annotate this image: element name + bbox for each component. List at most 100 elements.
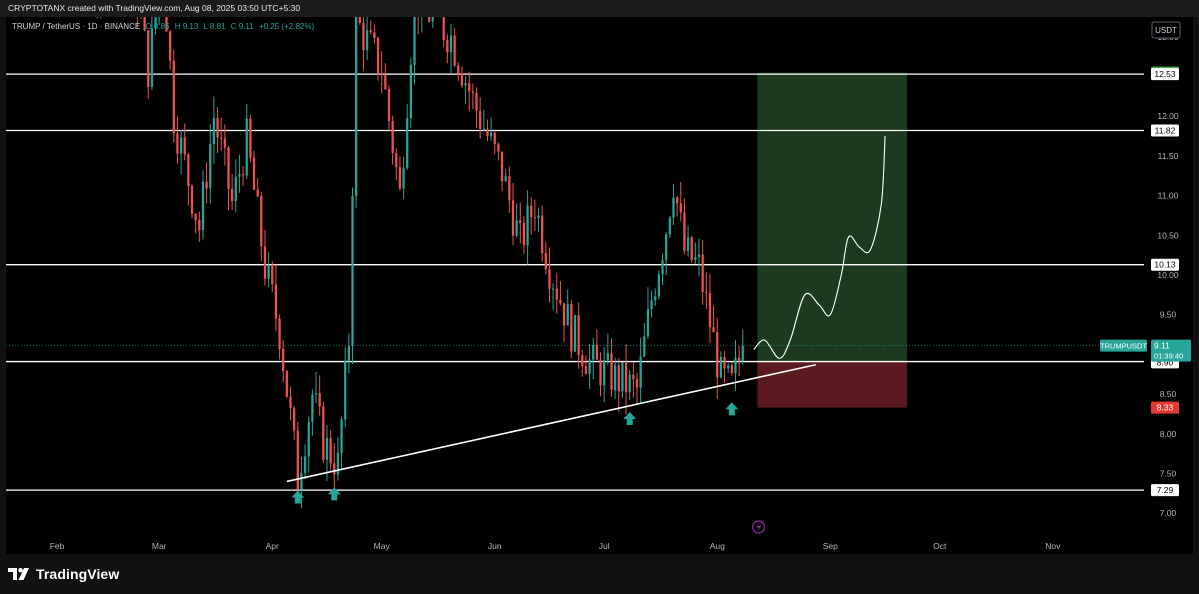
candle[interactable]: [311, 389, 314, 436]
candle[interactable]: [147, 29, 150, 99]
candle[interactable]: [358, 17, 361, 25]
candle[interactable]: [431, 17, 434, 28]
candle[interactable]: [318, 375, 321, 416]
candle[interactable]: [314, 372, 318, 403]
candle[interactable]: [588, 343, 591, 390]
candle[interactable]: [421, 17, 423, 33]
candle[interactable]: [566, 289, 569, 326]
candle[interactable]: [555, 272, 558, 314]
candle[interactable]: [362, 17, 365, 71]
candle[interactable]: [515, 203, 518, 238]
candle[interactable]: [457, 62, 460, 81]
candle[interactable]: [274, 264, 278, 331]
candle[interactable]: [227, 145, 230, 211]
candle[interactable]: [581, 349, 584, 377]
up-arrow-icon[interactable]: [623, 411, 637, 425]
candle[interactable]: [548, 247, 551, 303]
candle[interactable]: [183, 123, 186, 161]
candle[interactable]: [376, 36, 380, 81]
candle[interactable]: [205, 161, 208, 204]
candle[interactable]: [632, 362, 635, 398]
candle[interactable]: [256, 178, 259, 197]
candle[interactable]: [573, 314, 577, 353]
candle[interactable]: [675, 195, 679, 217]
candle[interactable]: [179, 130, 183, 175]
candle[interactable]: [209, 123, 212, 204]
candle[interactable]: [705, 271, 708, 310]
candle[interactable]: [650, 290, 653, 318]
candle[interactable]: [504, 169, 507, 182]
candle[interactable]: [158, 17, 161, 26]
candle[interactable]: [522, 216, 526, 254]
candle[interactable]: [723, 350, 726, 384]
candle[interactable]: [603, 347, 606, 403]
candle[interactable]: [508, 166, 511, 213]
candle[interactable]: [686, 225, 690, 257]
candle[interactable]: [176, 116, 179, 164]
candle[interactable]: [267, 251, 270, 288]
candle[interactable]: [460, 66, 464, 88]
candle[interactable]: [172, 49, 175, 143]
candle[interactable]: [303, 444, 307, 480]
candle[interactable]: [347, 333, 350, 374]
candle[interactable]: [449, 23, 453, 74]
candle[interactable]: [143, 17, 146, 32]
candle[interactable]: [727, 363, 730, 374]
candle[interactable]: [475, 87, 478, 129]
candle[interactable]: [697, 238, 701, 277]
candle[interactable]: [220, 117, 223, 151]
currency-box[interactable]: [1151, 21, 1181, 39]
candle[interactable]: [417, 17, 419, 35]
candle[interactable]: [683, 198, 686, 255]
candle[interactable]: [263, 230, 267, 286]
candle[interactable]: [212, 96, 216, 164]
candle[interactable]: [500, 151, 504, 192]
candle[interactable]: [194, 213, 197, 234]
candle[interactable]: [672, 184, 675, 225]
candle[interactable]: [624, 344, 628, 415]
candle[interactable]: [285, 370, 288, 399]
price-label[interactable]: 12.53: [1151, 68, 1179, 81]
candle[interactable]: [289, 386, 292, 421]
candle[interactable]: [336, 437, 340, 481]
candle[interactable]: [150, 17, 154, 91]
candle[interactable]: [694, 242, 697, 265]
candle[interactable]: [406, 104, 409, 171]
tradingview-brand[interactable]: TradingView: [8, 566, 119, 582]
candle[interactable]: [198, 211, 201, 243]
candle[interactable]: [238, 154, 241, 193]
candle[interactable]: [489, 117, 493, 141]
candle[interactable]: [617, 358, 620, 412]
candle[interactable]: [307, 416, 310, 473]
candle[interactable]: [387, 85, 391, 132]
candle[interactable]: [599, 352, 602, 397]
candle[interactable]: [741, 329, 744, 365]
candle[interactable]: [708, 273, 712, 344]
candle[interactable]: [643, 323, 646, 358]
candle[interactable]: [519, 202, 522, 244]
candle[interactable]: [584, 355, 588, 375]
candle[interactable]: [562, 303, 566, 343]
candle[interactable]: [738, 345, 741, 376]
candle[interactable]: [570, 299, 573, 359]
candle[interactable]: [493, 130, 496, 155]
candle[interactable]: [413, 17, 416, 85]
candle[interactable]: [533, 199, 537, 231]
candle[interactable]: [551, 283, 555, 310]
candle[interactable]: [654, 288, 657, 306]
candle[interactable]: [541, 205, 544, 262]
chart-area[interactable]: 13.0012.5012.0011.5011.0010.5010.009.509…: [6, 17, 1193, 554]
candle[interactable]: [486, 119, 489, 142]
candle[interactable]: [369, 20, 372, 35]
candle[interactable]: [234, 159, 237, 213]
candle[interactable]: [657, 270, 661, 300]
candle[interactable]: [712, 305, 715, 333]
up-arrow-icon[interactable]: [327, 487, 341, 501]
candle[interactable]: [665, 232, 668, 276]
candle[interactable]: [293, 405, 296, 440]
candle[interactable]: [544, 241, 547, 275]
candle[interactable]: [628, 370, 631, 400]
candle[interactable]: [621, 362, 624, 399]
candle[interactable]: [165, 17, 168, 32]
